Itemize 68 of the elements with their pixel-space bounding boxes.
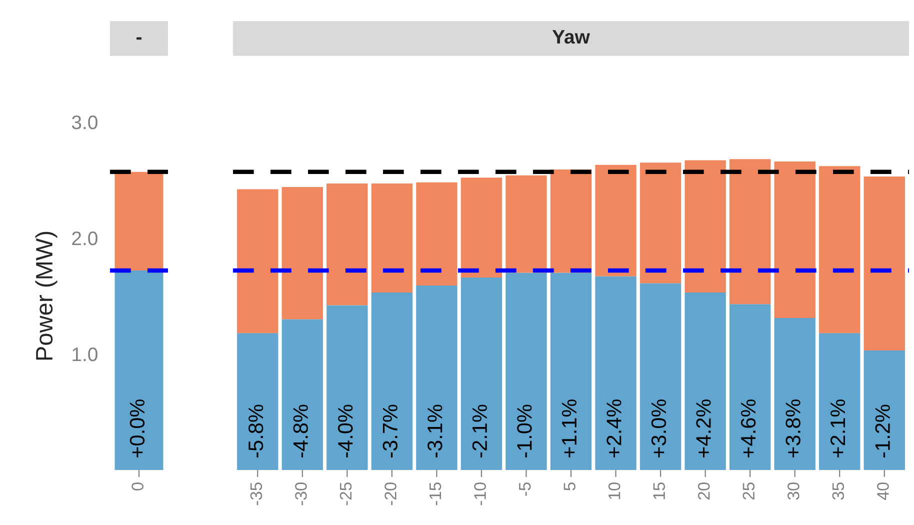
annotation: -4.0% (338, 404, 353, 458)
annotation: +3.0% (651, 399, 666, 458)
x-tick-label: -15 (430, 482, 442, 506)
bar (729, 159, 771, 304)
bar (237, 189, 278, 334)
annotation: +3.8% (786, 399, 800, 458)
bar (237, 333, 278, 470)
x-tick-label: 15 (653, 482, 666, 500)
bar (416, 182, 458, 286)
annotation: -1.2% (875, 404, 890, 458)
bar (550, 272, 592, 470)
bar (684, 292, 726, 470)
bar (774, 318, 816, 470)
bar (729, 304, 771, 470)
y-tick-label: 3.0 (72, 115, 98, 130)
bar (864, 176, 905, 351)
annotation: +0.0% (130, 399, 145, 458)
x-tick-label: -20 (384, 482, 396, 506)
x-tick-label: 0 (132, 482, 144, 490)
bar (371, 292, 413, 470)
x-tick-label: 5 (564, 482, 576, 490)
annotation: -5.8% (248, 404, 264, 458)
annotation: -4.8% (293, 404, 308, 458)
x-tick-label: 35 (832, 482, 844, 500)
bar (550, 170, 592, 273)
annotation: -1.0% (517, 404, 532, 458)
x-tick-label: -10 (474, 482, 486, 506)
annotation: +4.6% (740, 399, 756, 458)
bar (416, 286, 458, 470)
bar (460, 178, 502, 278)
bar (819, 166, 860, 334)
x-tick-label: -35 (250, 482, 262, 506)
annotation: +4.2% (696, 399, 711, 458)
bar (326, 183, 368, 306)
bar (506, 272, 547, 470)
chart-title: - (136, 37, 142, 40)
bar (371, 183, 413, 293)
bar (595, 164, 636, 276)
x-tick-label: 30 (788, 482, 800, 500)
bar (595, 276, 636, 470)
x-tick-label: 25 (742, 482, 755, 500)
bar (640, 162, 682, 284)
bar (506, 175, 547, 273)
y-axis-title: Power (MW) (35, 232, 58, 360)
bar (864, 350, 905, 470)
annotation: +2.1% (830, 399, 846, 458)
bar (460, 277, 502, 470)
bar (774, 161, 816, 318)
y-tick-label: 1.0 (72, 347, 98, 362)
chart-title: Yaw (552, 30, 590, 44)
x-tick-label: -5 (519, 482, 531, 496)
bar (819, 333, 860, 470)
x-tick-label: -25 (340, 482, 352, 506)
annotation: -2.1% (472, 404, 487, 458)
annotation: +2.4% (606, 399, 622, 458)
bar (640, 283, 682, 470)
x-tick-label: -30 (295, 482, 307, 506)
bar (282, 186, 323, 320)
bar (684, 160, 726, 293)
x-tick-label: 20 (698, 482, 710, 500)
annotation: +1.1% (562, 399, 577, 458)
y-tick-label: 2.0 (72, 231, 98, 246)
bar (282, 319, 323, 470)
x-tick-label: 10 (608, 482, 620, 500)
bar (326, 305, 368, 470)
annotation: -3.7% (382, 404, 398, 458)
annotation: -3.1% (428, 404, 442, 458)
x-tick-label: 40 (877, 482, 889, 500)
